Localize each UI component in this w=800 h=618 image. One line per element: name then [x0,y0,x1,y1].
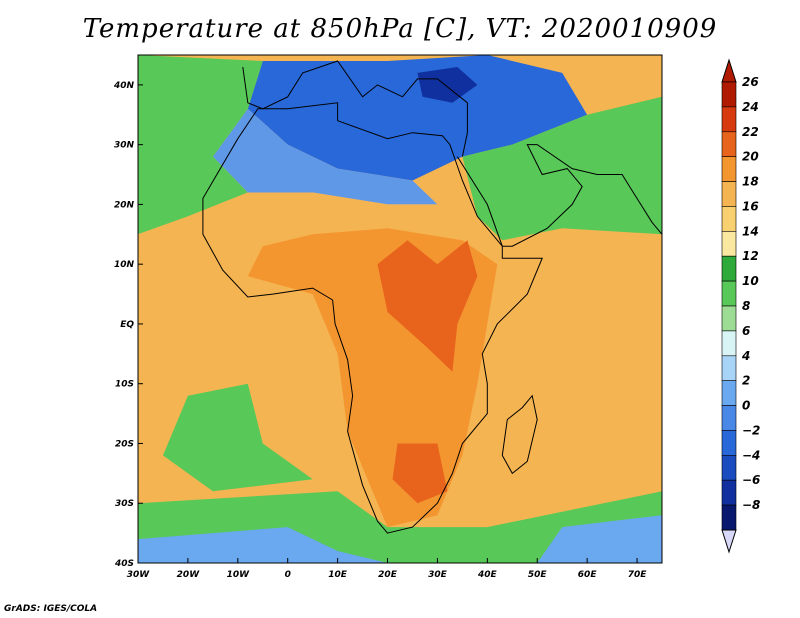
lon-tick-label: 20E [378,570,398,580]
colorbar-swatch [721,430,737,456]
colorbar-min-arrow [721,529,737,554]
colorbar-label: 24 [742,100,759,114]
colorbar-label: −2 [742,423,760,437]
region-southern-ocean-cool [138,527,388,563]
colorbar-label: −8 [742,498,760,512]
colorbar-label: 14 [742,224,759,238]
latitude-axis: 40N 30N 20N 10N EQ 10S 20S 30S 40S [113,81,143,569]
colorbar-swatch [721,206,737,232]
colorbar-swatch [721,156,737,182]
colorbar-swatch [721,181,737,207]
region-arabia-green [462,96,662,241]
colorbar-label: 8 [742,299,750,313]
colorbar-swatch [721,330,737,357]
colorbar-label: 0 [742,399,750,413]
colorbar-label: 18 [742,175,759,189]
region-sahara-cool [212,108,438,205]
madagascar-coastline [501,394,538,475]
region-cold-mediterranean [247,55,588,181]
colorbar-swatch [721,255,737,282]
colorbar-label: 4 [741,349,750,363]
colorbar-swatch [721,454,737,481]
colorbar-swatch [721,405,737,431]
colorbar-label: 22 [742,125,759,139]
africa-coastline [202,102,543,534]
lon-tick-label: 20W [177,570,201,580]
lat-tick-label: EQ [120,320,134,330]
region-north-atlantic-green [138,55,263,235]
colorbar-label: −4 [742,448,760,462]
region-south-africa-hottest [392,443,448,504]
longitude-axis: 30W 20W 10W 0 10E 20E 30E 40E 50E 60E 70E [127,558,647,580]
arabia-coastline [456,144,662,247]
colorbar-label: −6 [742,473,760,487]
colorbar-label: 2 [742,374,750,388]
temperature-field [138,55,662,563]
lon-tick-label: 10E [328,570,348,580]
colorbar-label: 10 [742,274,759,288]
lat-tick-label: 40S [114,559,134,569]
region-indian-ocean-cool [537,515,662,563]
europe-coastline [242,60,468,157]
colorbar-swatch [721,131,737,158]
credit-label: GrADS: IGES/COLA [4,604,98,614]
lat-tick-label: 10N [114,260,135,270]
lon-tick-label: 50E [528,570,548,580]
lon-tick-label: 30E [428,570,448,580]
lon-tick-label: 60E [578,570,598,580]
colorbar-swatch [721,81,737,108]
colorbar-swatch [721,280,737,307]
lat-tick-label: 40N [113,81,135,91]
colorbar-swatch [721,479,737,506]
colorbar-label: 20 [742,150,759,164]
colorbar-swatch [721,355,737,381]
colorbar-swatch [721,380,737,406]
region-deep-cold-aegean [417,67,478,103]
colorbar-swatch [721,504,737,531]
colorbar-label: 12 [742,249,759,263]
lat-tick-label: 10S [115,380,134,390]
colorbar-label: 26 [742,75,759,89]
lon-tick-label: 70E [628,570,648,580]
colorbar-label: 6 [742,324,750,338]
lat-tick-label: 20N [114,200,135,210]
lon-tick-label: 10W [227,570,251,580]
lat-tick-label: 20S [115,439,134,449]
colorbar-swatch [721,106,737,133]
page-title: Temperature at 850hPa [C], VT: 202001090… [82,14,718,44]
region-east-africa-hottest [377,240,478,372]
lat-tick-label: 30S [115,499,134,509]
coastlines [202,60,662,534]
region-south-atlantic-green [163,383,313,492]
map-border [137,54,663,564]
colorbar-swatch [721,231,737,257]
lon-tick-label: 0 [285,570,291,580]
colorbar-max-arrow [721,58,737,83]
lon-tick-label: 40E [477,570,498,580]
colorbar-label: 16 [742,199,759,213]
lon-tick-label: 30W [127,570,151,580]
colorbar-swatch [721,305,737,332]
lat-tick-label: 30N [114,141,135,151]
map-plot-area [138,55,662,563]
